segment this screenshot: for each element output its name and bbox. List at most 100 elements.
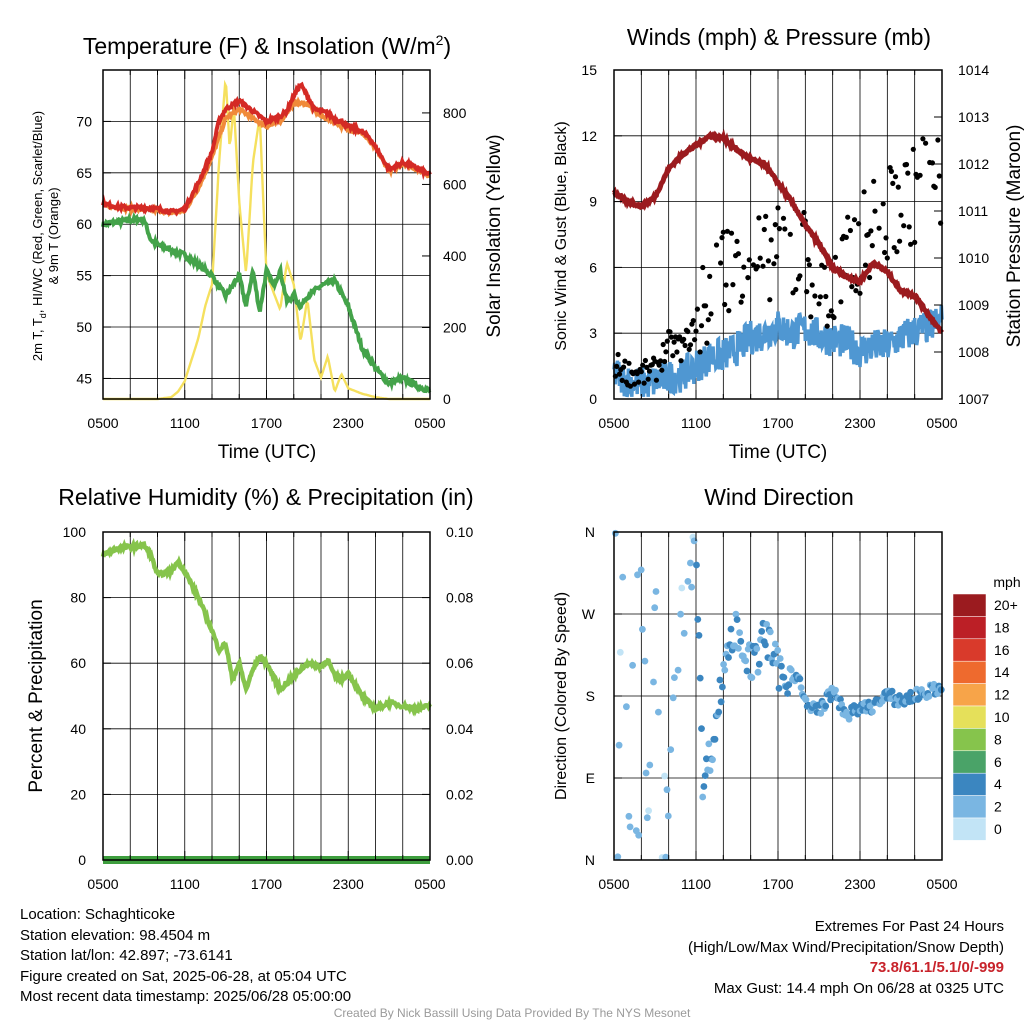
y2-tick-label: 0.04 [446,721,473,737]
direction-point [634,571,641,579]
created-text: Figure created on Sat, 2025-06-28, at 05… [20,967,347,985]
gust-point [910,146,916,152]
gust-point [932,184,938,190]
temperature-panel: Temperature (F) & Insolation (W/m2) 0500… [30,32,505,463]
direction-point [705,740,713,748]
gust-point [621,364,627,370]
gust-point [838,299,844,305]
gust-point [659,367,665,373]
x-tick-label: 1100 [681,415,711,431]
extremes-legend: (High/Low/Max Wind/Precipitation/Snow De… [688,938,1004,956]
direction-point [706,767,714,774]
pressure-line [611,128,944,335]
colorbar-label: 8 [994,731,1002,747]
humidity-ylabel-left: Percent & Precipitation [26,599,47,792]
direction-point [780,674,788,681]
gust-point [627,383,634,389]
gust-point [890,180,896,186]
direction-point [787,666,795,674]
direction-point [677,610,684,618]
direction-point [715,708,723,716]
direction-point [684,578,692,585]
gust-point [750,262,757,268]
x-tick-label: 0500 [926,876,957,892]
gust-point [681,336,687,342]
gust-point [832,254,839,260]
direction-point [719,683,726,691]
direction-point [641,657,649,665]
gust-point [690,318,696,324]
gust-point [871,178,877,184]
gust-point [697,349,703,355]
sonic-wind-line [612,305,944,398]
direction-point [797,684,805,691]
gust-point [865,231,871,238]
gust-point [828,308,834,314]
y-tick-label: 3 [589,325,597,341]
gust-point [657,358,664,364]
gust-point [868,228,874,234]
winds-panel: Winds (mph) & Pressure (mb) 0500 1100 1700… [553,24,1024,463]
gust-point [901,223,907,229]
direction-point [642,769,650,777]
credit-text: Created By Nick Bassill Using Data Provi… [333,1006,691,1020]
temperature-ylabel-left: 2m T, Td, HI/WC (Red, Green, Scarlet/Blu… [30,111,48,361]
colorbar-swatch [952,817,987,841]
y-tick-label: 9 [589,194,597,210]
colorbar-label: 10 [994,709,1010,725]
gust-point [640,362,646,368]
gust-point [812,293,818,299]
gust-point [723,282,729,288]
direction-point [652,588,660,595]
y-tick-label: 60 [76,216,92,232]
direction-point [699,793,707,801]
x-tick-label: 0500 [414,876,445,892]
gust-point [884,255,890,261]
x-tick-label: 2300 [844,876,875,892]
y2-tick-label: 600 [443,176,467,192]
latlon-text: Station lat/lon: 42.897; -73.6141 [20,947,233,964]
direction-point [637,566,645,574]
gust-point [662,358,668,365]
direction-point [721,666,729,674]
direction-point [664,812,672,820]
gust-point [809,282,815,288]
gust-point [720,229,726,235]
gust-point [767,297,773,303]
y-tick-label: 0 [78,852,86,868]
gust-point [631,381,638,387]
gust-point [687,342,694,348]
colorbar-label: 14 [994,664,1010,680]
direction-point [674,666,682,674]
location-text: Location: Schaghticoke [20,906,176,923]
direction-point [888,687,896,695]
direction-point [678,584,686,592]
gust-point [906,224,912,230]
colorbar-swatch [952,750,987,774]
y-tick-label: 45 [76,370,92,386]
direction-point [629,661,636,669]
humidity-panel: Relative Humidity (%) & Precipitation (i… [26,484,474,892]
direction-panel: Wind Direction 0500 1100 1700 2300 0500NESWN… [553,484,1021,892]
gust-point [698,323,705,329]
gust-point [614,363,620,369]
gust-point [718,260,724,266]
y2-tick-label: 0.08 [446,590,473,606]
y-tick-label: 55 [76,268,92,284]
gust-point [787,231,793,237]
direction-point [802,696,810,704]
gust-point [903,161,910,168]
gust-point [774,254,780,260]
y-tick-label: 100 [63,524,87,540]
direction-point [775,684,783,692]
gust-point [843,234,849,240]
y2-tick-label: 1007 [958,391,989,407]
y2-tick-label: 1009 [958,297,989,313]
temperature-xlabel: Time (UTC) [218,442,317,463]
gust-point [685,328,691,335]
direction-point [651,604,659,612]
direction-point [693,561,700,569]
direction-point [694,616,702,623]
direction-point [662,853,670,861]
gust-point [805,257,811,263]
